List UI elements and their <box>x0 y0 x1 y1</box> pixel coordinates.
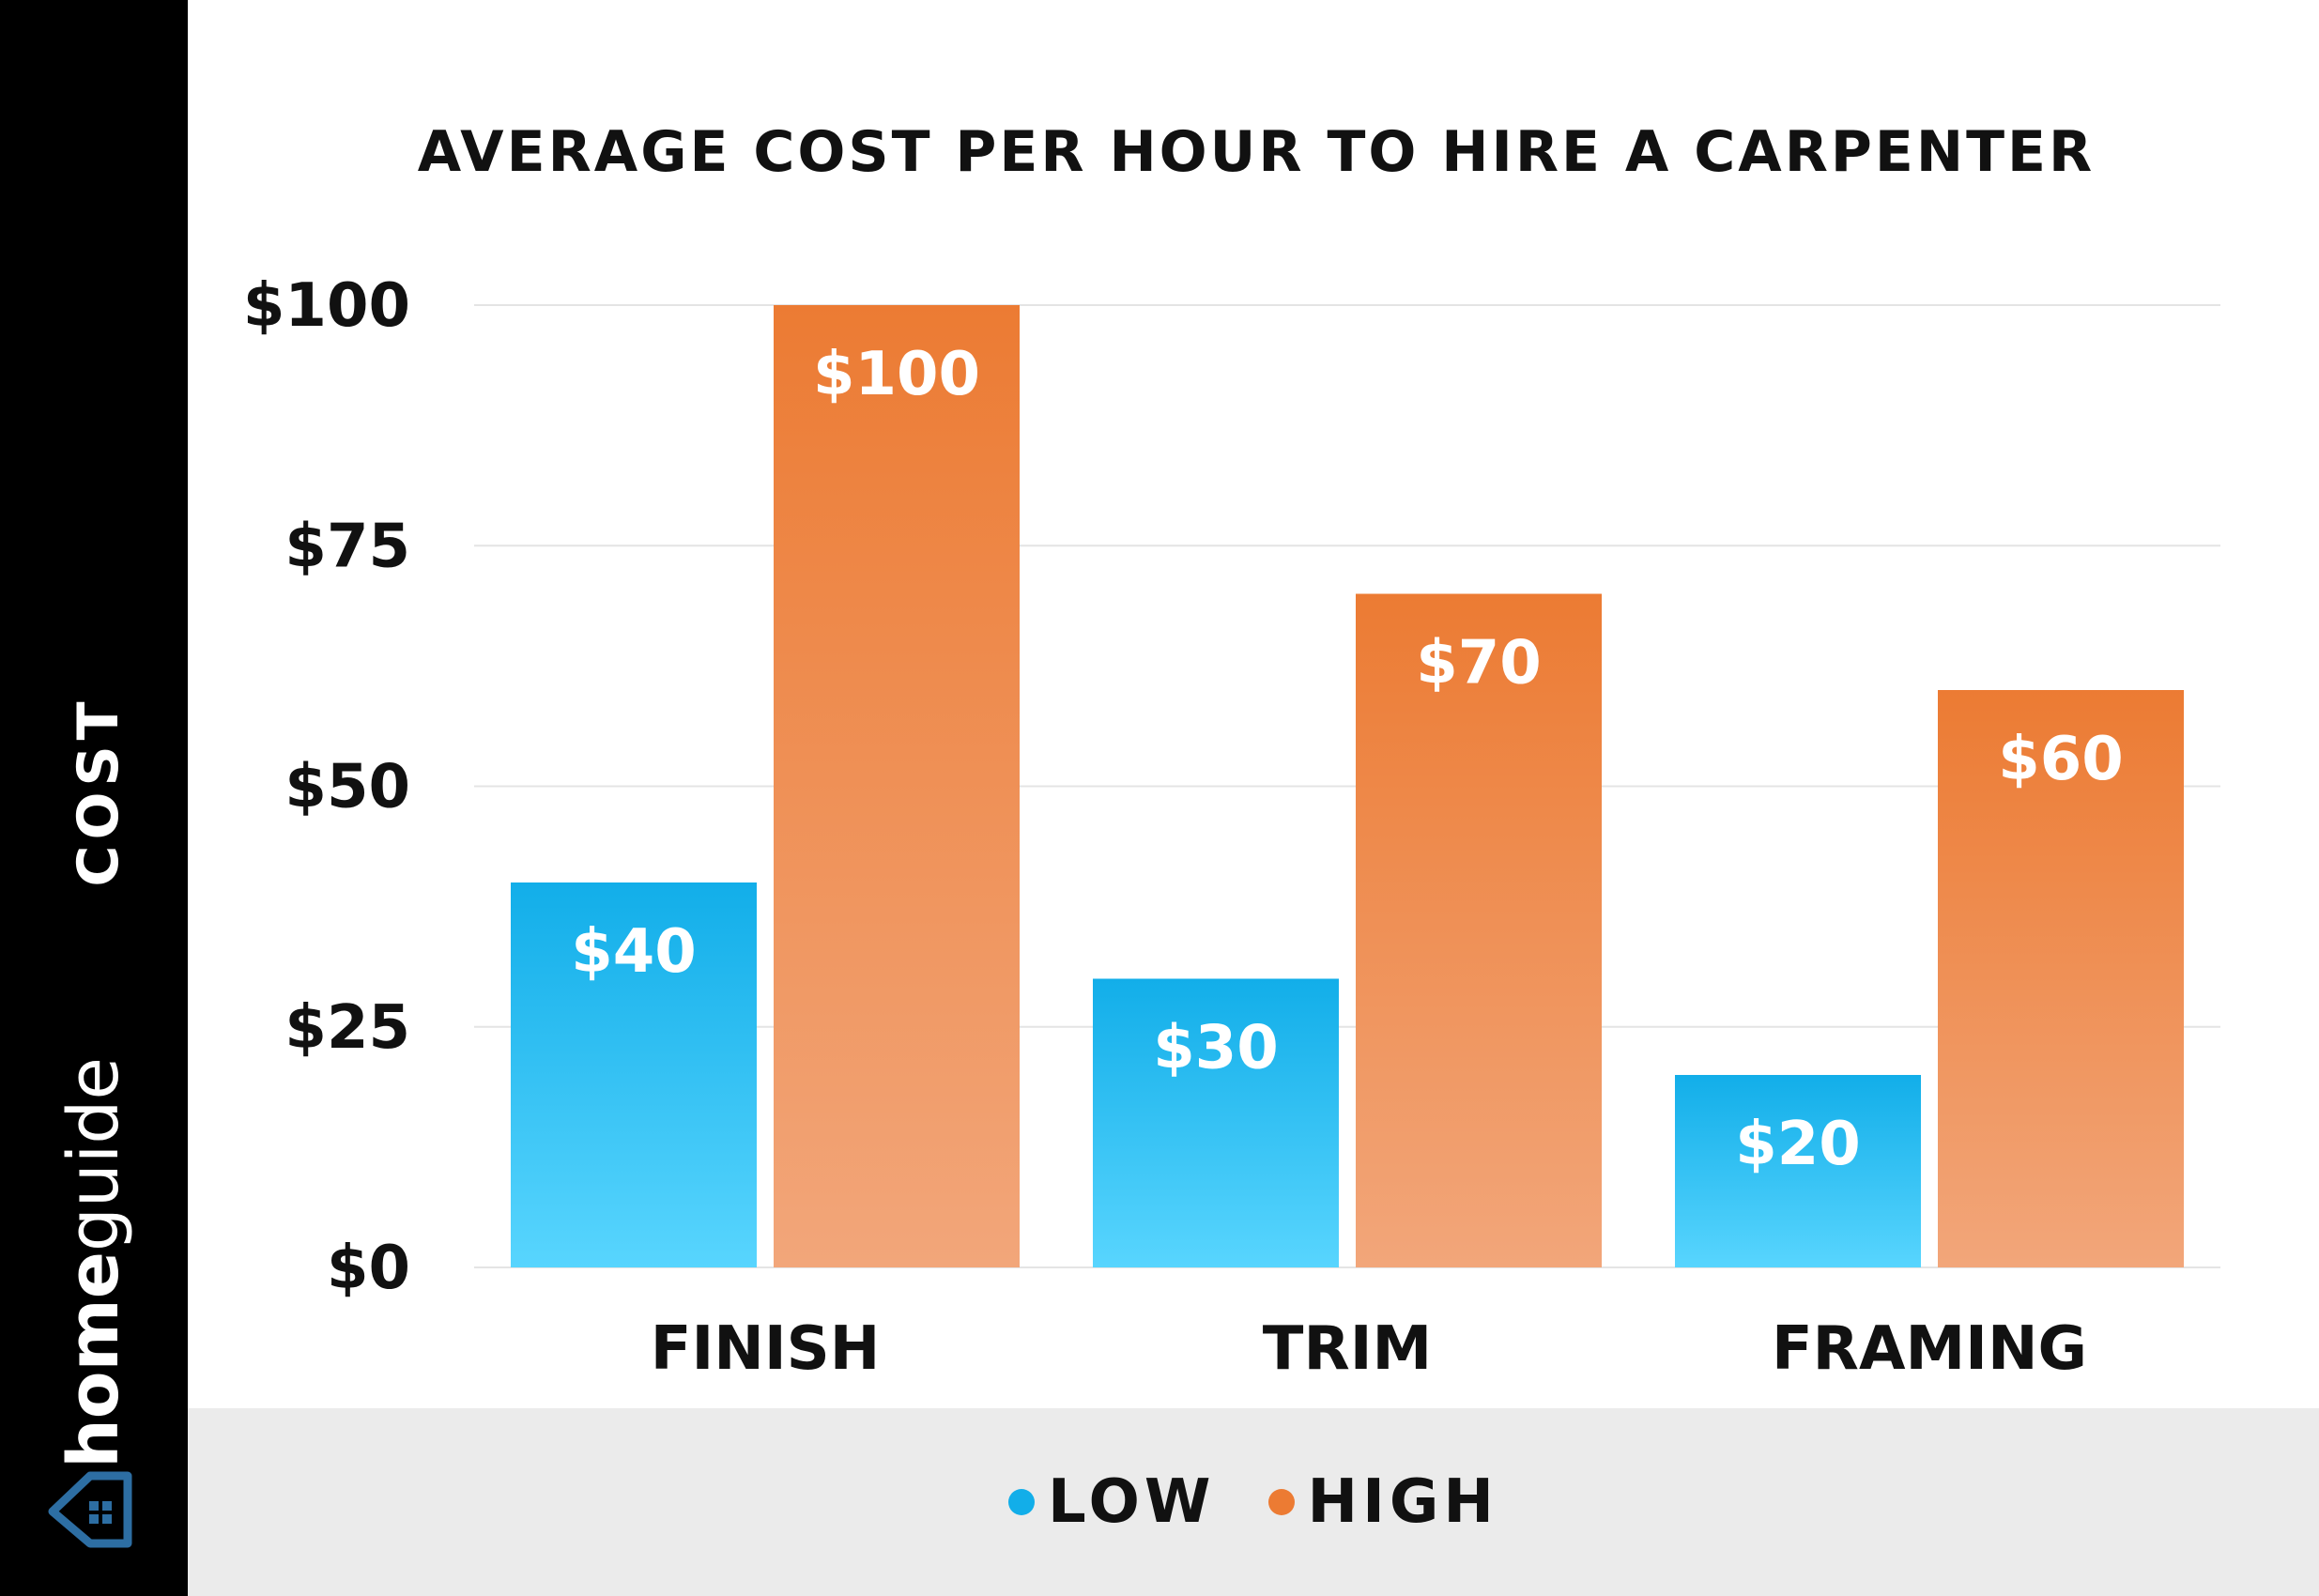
y-tick-label: $75 <box>284 512 410 581</box>
brand-name-part2: guide <box>54 1057 134 1251</box>
y-tick-label: $100 <box>243 271 410 341</box>
legend-label-high: HIGH <box>1307 1467 1498 1537</box>
bar-low-finish <box>511 882 757 1267</box>
bar-high-framing <box>1938 690 2184 1267</box>
legend-item-high: HIGH <box>1267 1467 1498 1537</box>
bar-value-label: $20 <box>1735 1110 1861 1179</box>
sidebar <box>0 0 188 1596</box>
chart-title: AVERAGE COST PER HOUR TO HIRE A CARPENTE… <box>418 119 2095 185</box>
legend-dot-low <box>1008 1489 1036 1515</box>
legend-bar: LOW HIGH <box>188 1408 2319 1596</box>
x-tick-label: FRAMING <box>1772 1314 2087 1384</box>
x-tick-label: FINISH <box>651 1314 881 1384</box>
y-tick-label: $25 <box>284 993 410 1063</box>
legend-item-low: LOW <box>1008 1467 1216 1537</box>
x-axis-ticks: FINISH TRIM FRAMING <box>651 1314 2087 1384</box>
bar-low-framing <box>1675 1075 1921 1267</box>
y-tick-label: $50 <box>284 753 410 822</box>
bar-value-label: $60 <box>1998 725 2124 794</box>
house-icon <box>48 1471 132 1548</box>
brand-name-part1: home <box>54 1251 134 1468</box>
bar-value-label: $70 <box>1416 629 1542 698</box>
y-tick-label: $0 <box>327 1234 410 1303</box>
bar-high-finish <box>774 305 1020 1267</box>
data-labels: $40 $100 $30 $70 $20 $60 <box>571 340 2124 1179</box>
bar-value-label: $40 <box>571 917 697 987</box>
legend-label-low: LOW <box>1048 1467 1216 1537</box>
bar-high-trim <box>1356 593 1602 1267</box>
bar-value-label: $100 <box>813 340 980 409</box>
x-tick-label: TRIM <box>1263 1314 1432 1384</box>
bar-low-trim <box>1093 978 1339 1267</box>
bars <box>511 305 2184 1267</box>
y-axis-ticks: $0 $25 $50 $75 $100 <box>243 271 410 1303</box>
legend-dot-high <box>1267 1489 1295 1515</box>
bar-value-label: $30 <box>1153 1014 1279 1083</box>
brand-wordmark: homeguide <box>54 1057 134 1468</box>
grid <box>474 304 2220 1268</box>
legend: LOW HIGH <box>188 1408 2319 1596</box>
y-axis-label: COST <box>66 696 131 886</box>
